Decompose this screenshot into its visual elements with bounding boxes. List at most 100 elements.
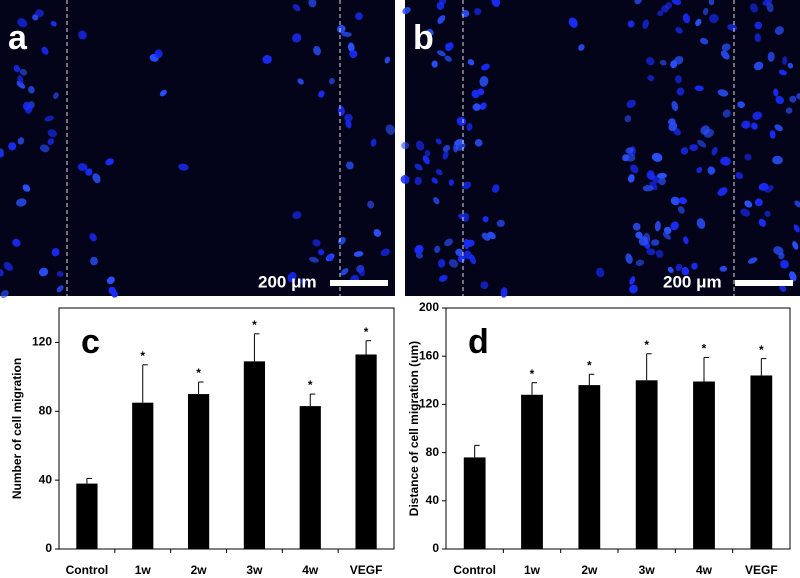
cell-nucleus <box>159 89 167 97</box>
x-tick-label: 4w <box>302 563 319 577</box>
cell-nucleus <box>749 3 759 13</box>
scale-bar <box>330 280 388 286</box>
cell-nucleus <box>38 267 49 277</box>
cell-nucleus <box>773 88 779 97</box>
x-tick-label: 3w <box>639 563 656 577</box>
cell-nucleus <box>16 198 27 207</box>
bar <box>132 402 154 549</box>
bar <box>243 361 266 549</box>
cell-nucleus <box>634 0 642 5</box>
cell-nucleus <box>44 115 54 122</box>
cell-nucleus <box>787 62 794 69</box>
cell-nucleus <box>318 90 325 98</box>
cell-nucleus <box>370 138 377 147</box>
cell-nucleus <box>782 56 788 65</box>
cell-nucleus <box>77 163 88 171</box>
cell-nucleus <box>661 5 669 13</box>
cell-nucleus <box>431 60 438 68</box>
cell-nucleus <box>722 109 731 118</box>
cell-nucleus <box>668 118 676 126</box>
cell-nucleus <box>780 260 789 269</box>
cell-nucleus <box>659 59 667 66</box>
cell-nucleus <box>41 46 49 55</box>
cell-nucleus <box>625 253 633 264</box>
cell-nucleus <box>676 87 685 96</box>
cell-nucleus <box>437 50 446 57</box>
cell-nucleus <box>439 0 447 5</box>
panel-label: b <box>413 19 434 57</box>
cell-nucleus <box>793 224 800 233</box>
cell-nucleus <box>337 24 346 34</box>
bar <box>463 457 486 549</box>
cell-nucleus <box>448 259 459 268</box>
cell-nucleus <box>477 88 485 96</box>
y-tick-label: 0 <box>432 541 439 555</box>
cell-nucleus <box>442 150 449 160</box>
cell-nucleus <box>437 15 446 24</box>
cell-nucleus <box>785 107 793 114</box>
cell-nucleus <box>287 272 297 283</box>
panel-label: a <box>8 19 28 57</box>
cell-nucleus <box>85 168 93 176</box>
cell-nucleus <box>292 4 301 12</box>
cell-nucleus <box>711 146 718 156</box>
cell-nucleus <box>689 144 699 151</box>
cell-nucleus <box>438 274 448 282</box>
cell-nucleus <box>491 184 500 193</box>
scale-bar <box>735 280 793 286</box>
plot-frame <box>445 307 791 550</box>
cell-nucleus <box>737 101 745 109</box>
y-tick-label: 80 <box>39 403 53 417</box>
cell-nucleus <box>50 20 57 27</box>
cell-nucleus <box>651 152 663 162</box>
cell-nucleus <box>496 219 505 228</box>
cell-nucleus <box>709 14 719 23</box>
cell-nucleus <box>625 147 634 154</box>
x-tick-label: VEGF <box>745 563 778 577</box>
cell-nucleus <box>774 124 783 132</box>
cell-nucleus <box>345 161 354 170</box>
cell-nucleus <box>650 239 660 246</box>
x-tick-label: Control <box>453 563 496 577</box>
cell-nucleus <box>367 200 375 209</box>
cell-nucleus <box>789 271 797 282</box>
cell-nucleus <box>347 42 355 52</box>
cell-nucleus <box>22 184 31 192</box>
bar <box>693 381 715 549</box>
significance-marker: * <box>587 358 592 372</box>
y-tick-label: 200 <box>419 300 439 314</box>
cell-nucleus <box>479 76 489 87</box>
cell-nucleus <box>313 45 322 56</box>
cell-nucleus <box>683 236 689 245</box>
cell-nucleus <box>774 26 784 35</box>
x-tick-label: VEGF <box>350 563 383 577</box>
cell-nucleus <box>105 158 114 166</box>
cell-nucleus <box>262 55 272 64</box>
cell-nucleus <box>344 113 353 122</box>
cell-nucleus <box>642 184 654 192</box>
cell-nucleus <box>434 245 441 254</box>
cell-nucleus <box>651 175 660 184</box>
cell-nucleus <box>769 130 776 139</box>
y-tick-label: 160 <box>419 348 439 362</box>
cell-nucleus <box>767 51 775 62</box>
cell-nucleus <box>455 248 464 257</box>
cell-nucleus <box>707 166 715 175</box>
cell-nucleus <box>735 172 744 180</box>
cell-nucleus <box>355 12 363 21</box>
cell-nucleus <box>744 200 753 208</box>
cell-nucleus <box>472 103 481 111</box>
significance-marker: * <box>196 366 201 380</box>
cell-nucleus <box>635 231 643 239</box>
cell-nucleus <box>629 276 636 285</box>
cell-nucleus <box>341 31 352 37</box>
significance-marker: * <box>308 378 313 392</box>
cell-nucleus <box>635 259 645 266</box>
x-tick-label: 3w <box>246 563 263 577</box>
cell-nucleus <box>444 55 452 62</box>
cell-nucleus <box>426 28 434 36</box>
cell-nucleus <box>654 220 661 232</box>
scale-bar-label: 200 μm <box>258 272 317 291</box>
y-axis-label: Number of cell migration <box>10 358 24 499</box>
